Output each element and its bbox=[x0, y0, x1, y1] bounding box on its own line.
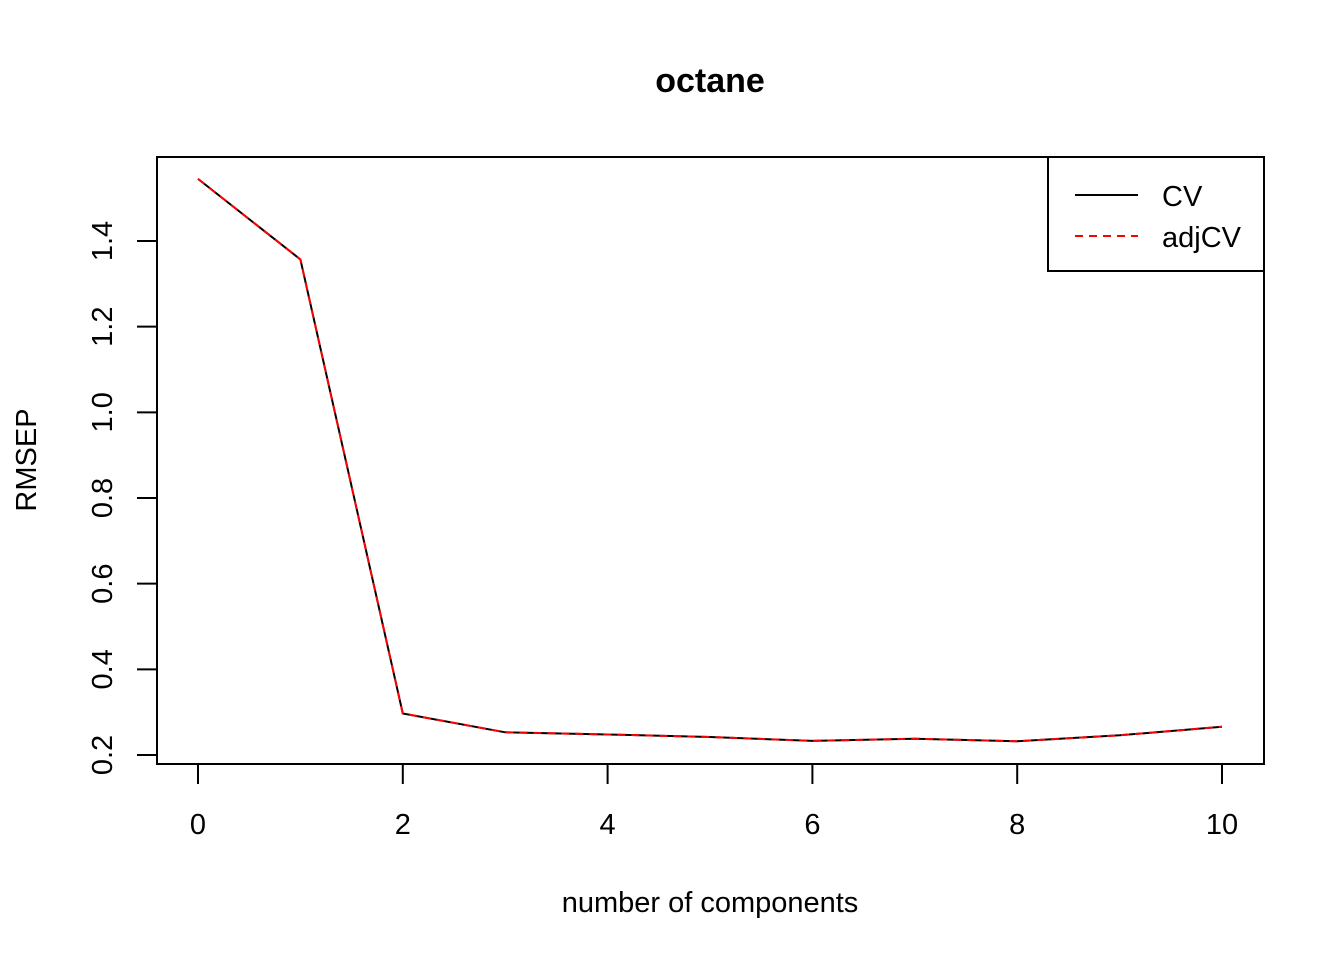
x-tick-label: 2 bbox=[395, 809, 411, 841]
legend: CV adjCV bbox=[1047, 156, 1265, 272]
chart-title: octane bbox=[655, 62, 765, 100]
y-tick-label: 1.0 bbox=[87, 392, 119, 432]
y-tick-label: 0.2 bbox=[87, 735, 119, 775]
legend-label-cv: CV bbox=[1162, 181, 1203, 213]
y-tick-label: 1.2 bbox=[87, 307, 119, 347]
y-tick-label: 0.6 bbox=[87, 564, 119, 604]
y-axis: 0.2 0.4 0.6 0.8 1.0 1.2 1.4 bbox=[87, 221, 158, 775]
x-tick-label: 0 bbox=[190, 809, 206, 841]
x-axis: 0 2 4 6 8 10 bbox=[190, 763, 1238, 841]
x-axis-label: number of components bbox=[562, 887, 859, 919]
x-tick-label: 10 bbox=[1206, 809, 1238, 841]
series-line-adjcv bbox=[197, 178, 1223, 743]
y-axis-label: RMSEP bbox=[11, 408, 43, 511]
series-layer bbox=[197, 178, 1223, 743]
y-tick-label: 1.4 bbox=[87, 221, 119, 261]
legend-box bbox=[1047, 156, 1265, 272]
x-tick-label: 6 bbox=[804, 809, 820, 841]
x-tick-label: 8 bbox=[1009, 809, 1025, 841]
y-tick-label: 0.8 bbox=[87, 478, 119, 518]
y-tick-label: 0.4 bbox=[87, 649, 119, 689]
x-tick-label: 4 bbox=[600, 809, 616, 841]
legend-label-adjcv: adjCV bbox=[1162, 222, 1242, 254]
